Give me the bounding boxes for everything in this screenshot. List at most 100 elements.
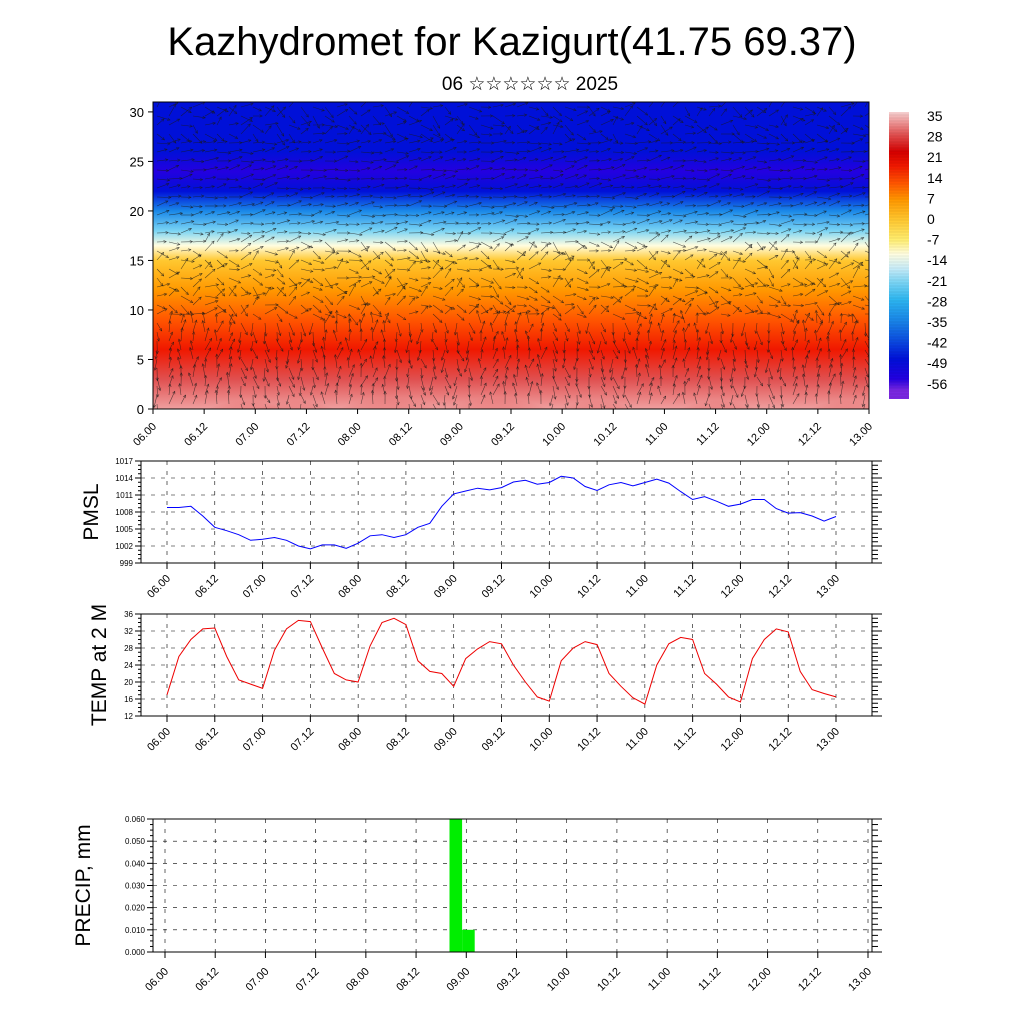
wind-vector — [624, 105, 633, 117]
wind-vector — [720, 250, 731, 261]
wind-vector — [276, 124, 285, 137]
wind-vector — [600, 196, 615, 199]
wind-vector — [864, 322, 866, 337]
wind-arrowhead — [669, 286, 673, 290]
wind-arrowhead — [405, 151, 409, 155]
wind-vector — [552, 193, 566, 198]
wind-arrowhead — [407, 193, 412, 197]
wind-vector — [156, 149, 168, 153]
wind-arrowhead — [780, 358, 784, 362]
wind-vector — [228, 338, 235, 351]
wind-arrowhead — [599, 223, 604, 227]
wind-arrowhead — [715, 157, 719, 161]
wind-arrowhead — [617, 350, 620, 354]
wind-arrowhead — [706, 229, 711, 233]
wind-arrowhead — [662, 359, 666, 363]
wind-arrowhead — [690, 297, 695, 302]
wind-vector — [552, 169, 563, 172]
wind-vector — [852, 313, 859, 323]
wind-arrowhead — [661, 313, 665, 318]
wind-arrowhead — [197, 286, 201, 290]
wind-arrowhead — [515, 338, 519, 343]
wind-arrowhead — [732, 358, 737, 363]
wind-vector — [204, 375, 207, 387]
wind-vector — [490, 391, 494, 405]
wind-arrowhead — [380, 104, 384, 108]
wind-vector — [312, 340, 317, 353]
wind-arrowhead — [861, 203, 865, 207]
wind-arrowhead — [783, 383, 786, 387]
wind-vector — [708, 262, 721, 270]
wind-arrowhead — [666, 156, 671, 160]
wind-arrowhead — [398, 359, 402, 364]
wind-arrowhead — [538, 146, 543, 150]
wind-vector — [696, 356, 701, 369]
wind-vector — [864, 250, 869, 253]
wind-vector — [276, 340, 284, 352]
wind-vector — [480, 336, 487, 351]
wind-arrowhead — [245, 304, 249, 308]
wind-arrowhead — [591, 297, 596, 301]
wind-arrowhead — [331, 247, 335, 252]
wind-arrowhead — [754, 282, 759, 286]
wind-vector — [564, 124, 574, 136]
wind-arrowhead — [427, 219, 432, 223]
wind-vector — [420, 267, 431, 270]
wind-arrowhead — [212, 220, 216, 224]
wind-arrowhead — [464, 256, 468, 261]
wind-arrowhead — [681, 299, 686, 302]
wind-arrowhead — [165, 221, 170, 225]
wind-arrowhead — [715, 300, 719, 304]
wind-arrowhead — [863, 284, 868, 288]
wind-arrowhead — [351, 364, 355, 368]
wind-vector — [828, 238, 841, 243]
wind-vector — [600, 358, 604, 372]
wind-vector — [816, 373, 820, 387]
wind-arrowhead — [215, 385, 219, 389]
wind-vector — [252, 349, 258, 359]
x-tick-label: 11.00 — [624, 726, 651, 753]
wind-vector — [624, 175, 639, 180]
wind-vector — [408, 102, 413, 108]
wind-arrowhead — [416, 341, 420, 345]
wind-vector — [300, 106, 309, 118]
wind-vector — [754, 340, 758, 350]
wind-arrowhead — [775, 231, 779, 236]
wind-vector — [732, 157, 742, 162]
wind-arrowhead — [458, 373, 462, 377]
wind-arrowhead — [276, 392, 280, 396]
wind-vector — [240, 252, 252, 261]
wind-vector — [156, 178, 170, 181]
wind-vector — [504, 176, 515, 180]
wind-arrowhead — [308, 186, 312, 191]
wind-vector — [420, 285, 428, 297]
wind-vector — [648, 178, 661, 180]
wind-vector — [516, 184, 529, 189]
wind-vector — [228, 363, 232, 378]
precip-panel: 0.0000.0100.0200.0300.0400.0500.06006.00… — [72, 815, 882, 994]
wind-arrowhead — [177, 184, 181, 188]
wind-arrowhead — [667, 212, 672, 216]
wind-vector — [744, 253, 753, 261]
wind-vector — [708, 168, 719, 171]
wind-vector — [216, 288, 225, 297]
wind-arrowhead — [443, 220, 447, 224]
wind-arrowhead — [161, 95, 164, 98]
wind-arrowhead — [489, 245, 493, 249]
wind-arrowhead — [807, 255, 812, 259]
wind-vector — [156, 200, 169, 207]
wind-vector — [312, 240, 323, 243]
wind-arrowhead — [734, 346, 737, 350]
wind-arrowhead — [716, 183, 720, 187]
wind-arrowhead — [198, 278, 202, 282]
wind-vector — [408, 140, 421, 144]
wind-vector — [732, 304, 742, 313]
wind-arrowhead — [683, 339, 687, 343]
wind-arrowhead — [265, 369, 269, 373]
wind-vector — [202, 312, 206, 324]
wind-arrowhead — [844, 348, 848, 352]
wind-vector — [840, 204, 851, 207]
wind-arrowhead — [777, 315, 782, 319]
wind-vector — [563, 340, 566, 353]
wind-arrowhead — [337, 375, 341, 379]
